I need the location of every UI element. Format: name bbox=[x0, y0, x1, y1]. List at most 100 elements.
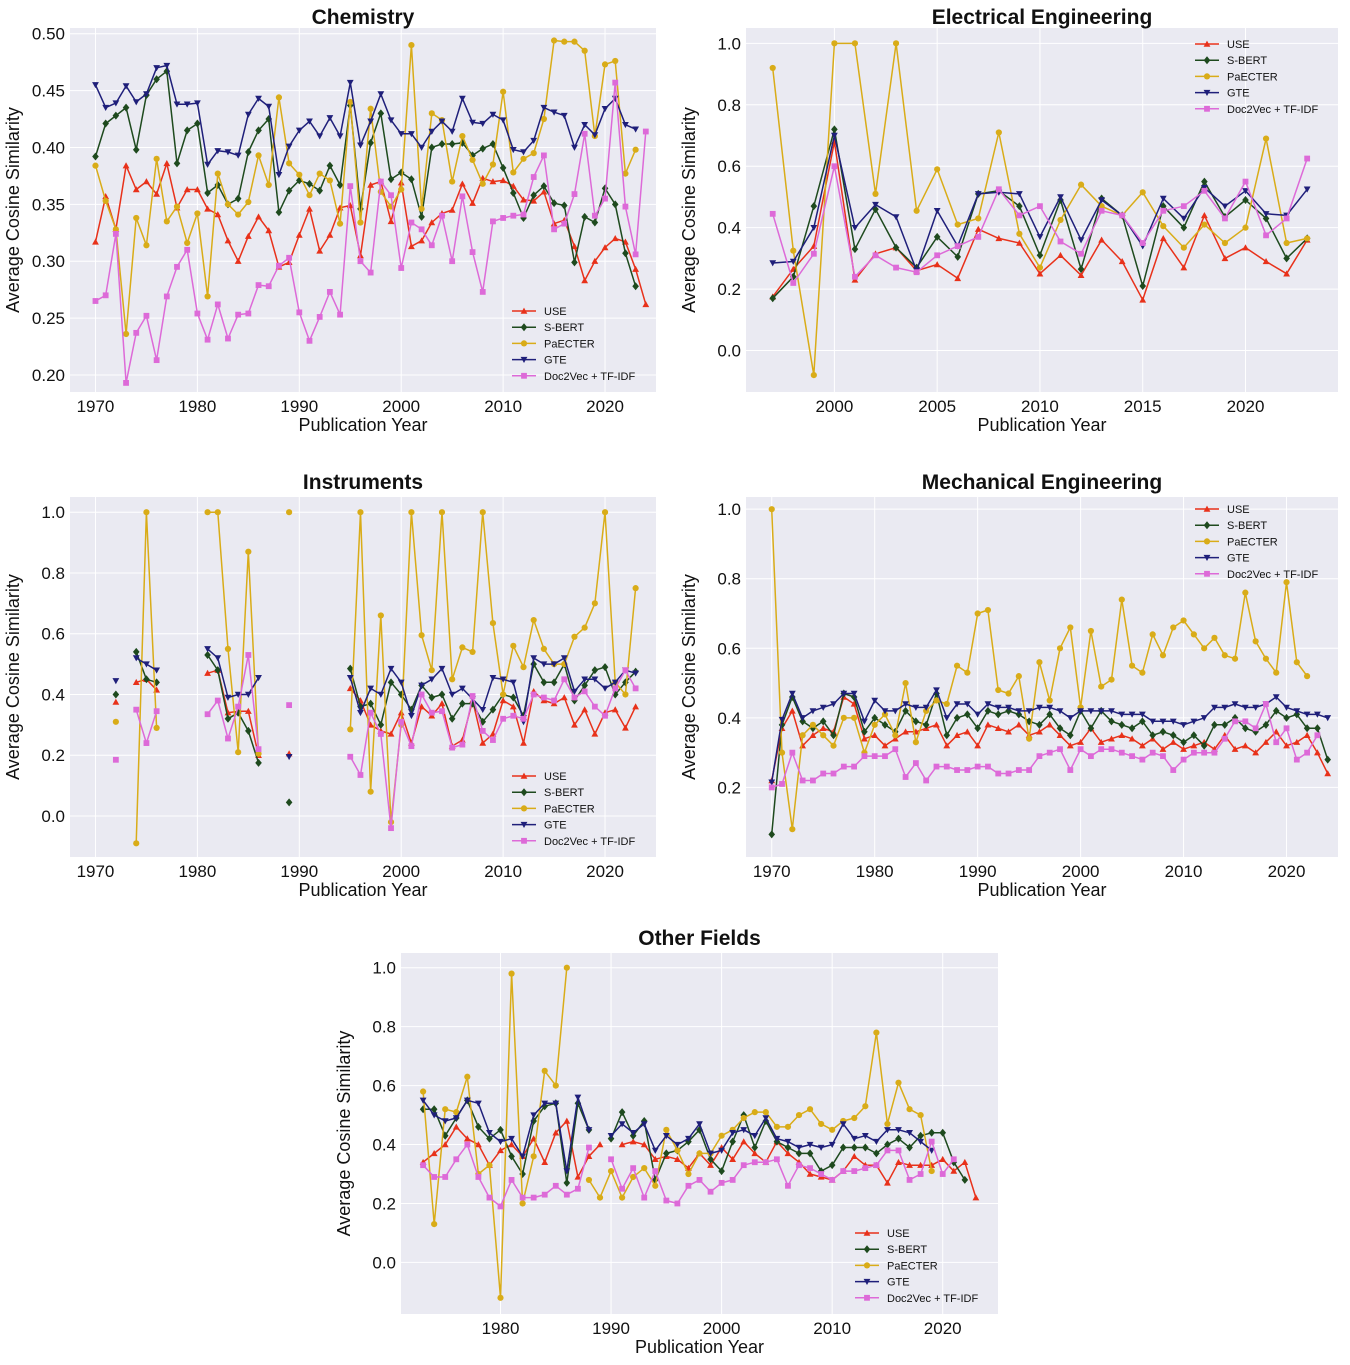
data-point bbox=[1118, 720, 1126, 729]
data-point bbox=[1139, 669, 1146, 676]
data-point bbox=[784, 1123, 792, 1130]
data-point bbox=[1046, 749, 1053, 756]
data-point bbox=[428, 676, 436, 683]
y-tick-label: 0.4 bbox=[41, 685, 65, 704]
data-point bbox=[438, 665, 446, 673]
x-tick-label: 2010 bbox=[813, 1319, 851, 1338]
data-point bbox=[357, 252, 364, 259]
data-point bbox=[1201, 177, 1208, 186]
data-point bbox=[751, 1149, 759, 1157]
data-point bbox=[795, 1111, 803, 1119]
data-point bbox=[830, 770, 837, 777]
data-point bbox=[1159, 235, 1167, 242]
x-axis-label: Publication Year bbox=[977, 880, 1106, 900]
data-point bbox=[641, 1165, 648, 1172]
data-point bbox=[830, 701, 837, 708]
data-point bbox=[418, 205, 425, 212]
x-tick-label: 2010 bbox=[1165, 862, 1203, 881]
data-point bbox=[1118, 258, 1126, 265]
data-point bbox=[500, 88, 507, 95]
data-point bbox=[1066, 742, 1074, 749]
data-point bbox=[810, 224, 818, 232]
data-point bbox=[817, 1144, 825, 1151]
data-point bbox=[943, 731, 951, 740]
data-point bbox=[265, 103, 273, 110]
data-point bbox=[685, 1182, 692, 1189]
data-point bbox=[1005, 706, 1012, 715]
data-point bbox=[871, 697, 879, 704]
data-point bbox=[497, 1138, 504, 1146]
data-point bbox=[1241, 742, 1249, 749]
data-point bbox=[346, 664, 354, 673]
data-point bbox=[913, 269, 920, 276]
data-point bbox=[486, 1130, 493, 1137]
legend-item-doc2vec-tf-idf: Doc2Vec + TF-IDF bbox=[1195, 569, 1318, 581]
data-point bbox=[953, 701, 961, 708]
data-point bbox=[740, 1162, 747, 1169]
data-point bbox=[439, 708, 445, 715]
data-point bbox=[906, 1130, 913, 1137]
data-point bbox=[762, 1159, 769, 1166]
data-point bbox=[530, 616, 537, 624]
x-tick-label: 2000 bbox=[382, 862, 420, 881]
data-point bbox=[479, 120, 487, 127]
data-point bbox=[123, 380, 129, 386]
data-point bbox=[509, 679, 517, 686]
data-point bbox=[1036, 251, 1044, 260]
data-point bbox=[428, 110, 435, 117]
data-point bbox=[1222, 215, 1228, 222]
data-point bbox=[619, 1185, 626, 1192]
y-tick-label: 0.8 bbox=[372, 1018, 396, 1037]
data-point bbox=[601, 244, 609, 251]
data-point bbox=[489, 619, 497, 627]
data-point bbox=[438, 509, 446, 516]
chart-mechanical-engineering: 0.2 0.4 0.6 0.8 1.0 1970 1980 1990 2000 2010 2020 M… bbox=[679, 471, 1338, 900]
data-point bbox=[912, 760, 919, 766]
data-point bbox=[828, 1161, 836, 1170]
y-axis-label: Average Cosine Similarity bbox=[3, 107, 23, 313]
data-point bbox=[1262, 211, 1270, 218]
legend-marker bbox=[1204, 570, 1210, 577]
data-point bbox=[469, 199, 476, 206]
data-point bbox=[974, 191, 982, 198]
data-point bbox=[204, 646, 211, 653]
data-point bbox=[357, 142, 364, 149]
data-point bbox=[510, 693, 517, 702]
data-point bbox=[892, 746, 899, 753]
data-point bbox=[367, 105, 374, 112]
data-point bbox=[255, 675, 262, 682]
data-point bbox=[571, 243, 578, 250]
data-point bbox=[286, 702, 293, 709]
data-point bbox=[486, 1134, 493, 1143]
data-point bbox=[1283, 215, 1290, 222]
data-point bbox=[933, 687, 940, 694]
data-point bbox=[850, 1135, 858, 1143]
legend-item-use: USE bbox=[855, 1228, 910, 1240]
data-point bbox=[489, 178, 497, 185]
data-point bbox=[840, 1168, 847, 1174]
data-point bbox=[408, 41, 415, 49]
data-point bbox=[1056, 708, 1064, 715]
data-point bbox=[92, 82, 99, 89]
chart-other-fields: 0.0 0.2 0.4 0.6 0.8 1.0 1980 1990 2000 2010 2020 Ot… bbox=[334, 927, 998, 1357]
data-point bbox=[499, 697, 507, 704]
data-point bbox=[509, 703, 517, 710]
data-point bbox=[928, 1138, 935, 1145]
data-point bbox=[773, 1156, 780, 1163]
data-point bbox=[112, 718, 119, 725]
data-point bbox=[950, 1167, 958, 1174]
data-point bbox=[508, 1135, 515, 1143]
data-point bbox=[707, 1161, 714, 1168]
data-point bbox=[784, 1143, 792, 1152]
data-point bbox=[286, 254, 293, 261]
legend: USE S-BERT PaECTER GTE Doc2Vec + TF-IDF bbox=[512, 306, 635, 383]
legend-item-s-bert: S-BERT bbox=[1195, 520, 1267, 532]
data-point bbox=[387, 678, 395, 687]
legend-item-gte: GTE bbox=[1195, 88, 1250, 100]
data-point bbox=[1139, 756, 1146, 763]
data-point bbox=[954, 767, 960, 773]
data-point bbox=[255, 750, 262, 757]
data-point bbox=[975, 215, 982, 222]
data-point bbox=[1231, 745, 1239, 752]
data-point bbox=[611, 235, 619, 242]
